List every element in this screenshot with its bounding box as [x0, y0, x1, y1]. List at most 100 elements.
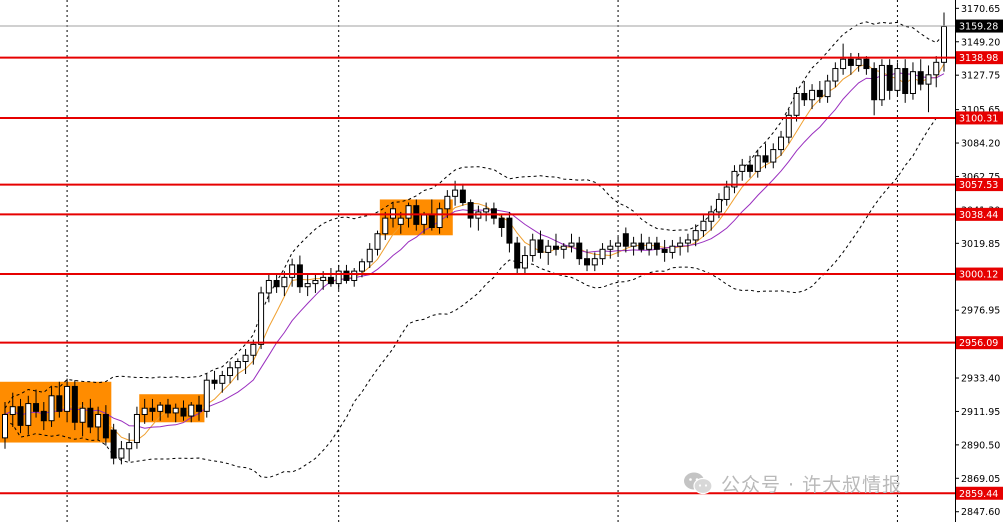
candle-body: [296, 264, 303, 288]
candle: [436, 202, 443, 234]
candle: [281, 271, 288, 297]
level-price-label-bg: [956, 178, 1003, 192]
candle: [770, 143, 777, 169]
candle: [17, 398, 24, 434]
candle-body: [56, 395, 63, 412]
candle-body: [731, 170, 738, 188]
candle-body: [552, 245, 559, 250]
candle: [630, 236, 637, 256]
candle: [164, 398, 171, 418]
candle: [234, 358, 241, 381]
candle: [102, 405, 109, 446]
grid-lines: [66, 0, 898, 522]
y-tick-label: 3127.75: [961, 71, 1000, 82]
candle: [700, 215, 707, 237]
candle: [560, 243, 567, 259]
candle-body: [374, 233, 381, 250]
candle: [126, 433, 133, 462]
candle: [196, 395, 203, 421]
candle-body: [630, 242, 637, 247]
candle: [382, 211, 389, 240]
candle: [933, 56, 940, 88]
candle-body: [343, 270, 350, 281]
candle-body: [2, 413, 8, 439]
candle: [374, 230, 381, 256]
candle: [708, 205, 715, 231]
candle: [824, 74, 831, 103]
candle: [754, 149, 761, 178]
candle: [878, 59, 885, 106]
candle-body: [242, 354, 249, 363]
candle: [909, 62, 916, 100]
candle-body: [366, 248, 373, 263]
candle-body: [327, 276, 334, 285]
candle: [203, 373, 210, 418]
level-price-label: 2956.09: [959, 338, 998, 349]
candle-body: [801, 92, 808, 101]
y-tick-label: 3084.20: [961, 139, 1000, 150]
y-tick-label: 2911.95: [961, 407, 1000, 418]
candle-body: [700, 220, 707, 232]
candle-body: [917, 71, 924, 85]
candle: [809, 84, 816, 110]
candle-body: [211, 379, 218, 384]
candle-body: [110, 429, 117, 459]
candle-body: [164, 404, 171, 414]
candle-body: [770, 149, 777, 163]
highlight-zone: [0, 381, 112, 443]
candle: [871, 62, 878, 116]
candle-body: [483, 208, 490, 213]
candle-body: [615, 242, 622, 247]
candle-body: [723, 186, 730, 200]
candle: [552, 233, 559, 256]
candle-body: [514, 242, 521, 269]
candle-body: [824, 80, 831, 98]
y-axis: 3170.65 3149.20 3127.75 3105.65 3084.20 3062.…: [955, 4, 1003, 518]
candle: [273, 274, 280, 293]
level-price-label: 3038.44: [959, 210, 998, 221]
candle-body: [281, 276, 288, 288]
candle-body: [754, 155, 761, 172]
candle-body: [234, 361, 241, 369]
candle-body: [840, 58, 847, 70]
candle: [739, 158, 746, 181]
candle-body: [133, 413, 140, 444]
candle-body: [708, 211, 715, 222]
highlight-zone: [139, 394, 205, 423]
candle-body: [584, 258, 591, 266]
candle-body: [894, 68, 901, 91]
bollinger-lower-band: [4, 117, 945, 479]
candle-body: [250, 343, 257, 356]
candle: [646, 236, 653, 256]
candle-body: [886, 64, 893, 91]
candle: [242, 349, 249, 374]
candle: [692, 224, 699, 247]
candle-body: [397, 217, 404, 225]
candle: [211, 370, 218, 390]
candle-body: [778, 136, 785, 151]
candle-body: [436, 208, 443, 228]
candle-body: [863, 58, 870, 70]
candle-body: [79, 407, 86, 423]
candle-body: [591, 258, 598, 266]
candle: [941, 12, 947, 72]
candle: [653, 236, 660, 256]
candle: [483, 202, 490, 222]
candle: [475, 205, 482, 231]
candle-body: [102, 413, 109, 439]
support-resistance-levels: [0, 56, 955, 495]
candle: [265, 274, 272, 303]
candle-body: [599, 248, 606, 260]
candle-body: [196, 404, 203, 412]
candle: [925, 65, 932, 113]
candle: [529, 233, 536, 262]
candle-body: [444, 195, 451, 210]
y-tick-label: 3170.65: [961, 4, 1000, 15]
current-price-label-bg: [956, 19, 1003, 33]
candle-body: [529, 239, 536, 257]
candle: [9, 392, 16, 427]
candle-body: [320, 276, 327, 281]
level-price-label-bg: [956, 267, 1003, 281]
candle: [133, 406, 140, 449]
